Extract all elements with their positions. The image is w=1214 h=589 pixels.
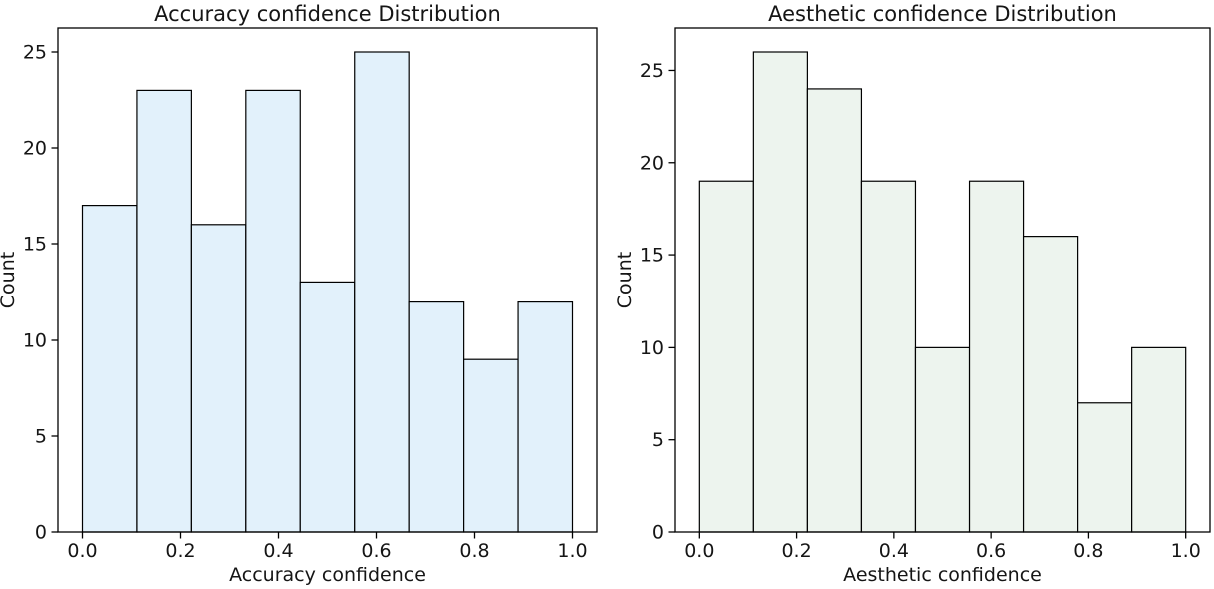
aesthetic-histogram-plot: 0.0 0.2 0.4 0.6 0.8 1.0 0 5 10 15 20 25 Aesthetic co… xyxy=(614,2,1211,586)
histogram-bar xyxy=(1077,402,1133,533)
histogram-bar xyxy=(968,180,1025,533)
axes-spines xyxy=(57,27,598,533)
x-tick-label: 0.2 xyxy=(165,540,195,562)
x-tick-label: 0.8 xyxy=(459,540,489,562)
accuracy-histogram-plot: 0.0 0.2 0.4 0.6 0.8 1.0 0 5 10 15 20 25 Accuracy con… xyxy=(0,2,598,586)
y-axis-label: Count xyxy=(614,252,636,308)
y-tick-label: 20 xyxy=(23,138,47,160)
axes-spines xyxy=(674,27,1211,533)
x-tick-label: 1.0 xyxy=(1171,540,1201,562)
x-tick-label: 0.6 xyxy=(976,540,1006,562)
histogram-bar xyxy=(245,89,301,533)
y-tick-label: 15 xyxy=(23,234,47,256)
histogram-bar xyxy=(517,301,574,533)
y-tick-label: 25 xyxy=(640,60,664,82)
histogram-bar xyxy=(408,301,465,533)
histogram-bar xyxy=(806,88,863,533)
x-tick-label: 0.6 xyxy=(361,540,391,562)
x-tick-label: 0.4 xyxy=(263,540,293,562)
histogram-bar xyxy=(81,205,138,533)
histogram-bar xyxy=(752,51,808,533)
histogram-bar xyxy=(299,281,356,533)
histogram-bar xyxy=(1022,236,1079,533)
y-tick-label: 10 xyxy=(23,330,47,352)
y-tick-label: 0 xyxy=(652,522,664,544)
x-tick-label: 0.4 xyxy=(879,540,909,562)
x-tick-label: 0.0 xyxy=(67,540,97,562)
x-tick-label: 0.0 xyxy=(684,540,714,562)
histogram-bar xyxy=(1131,346,1187,533)
y-tick-label: 5 xyxy=(652,429,664,451)
x-tick-label: 0.8 xyxy=(1073,540,1103,562)
y-tick-label: 25 xyxy=(23,42,47,64)
y-tick-label: 10 xyxy=(640,337,664,359)
y-axis-label: Count xyxy=(0,252,19,308)
y-tick-label: 0 xyxy=(35,522,47,544)
histogram-bar xyxy=(190,224,247,533)
x-tick-label: 0.2 xyxy=(781,540,811,562)
histogram-bar xyxy=(860,180,917,533)
histogram-bar xyxy=(354,51,410,533)
x-axis-label: Aesthetic confidence xyxy=(843,564,1042,586)
histogram-bar xyxy=(914,346,971,533)
x-tick-label: 1.0 xyxy=(557,540,587,562)
y-tick-label: 20 xyxy=(640,152,664,174)
chart-title: Aesthetic confidence Distribution xyxy=(768,2,1117,26)
histogram-bar xyxy=(698,180,754,533)
histogram-bar xyxy=(463,358,519,533)
y-tick-label: 5 xyxy=(35,426,47,448)
chart-title: Accuracy confidence Distribution xyxy=(154,2,501,26)
x-axis-label: Accuracy confidence xyxy=(229,564,426,586)
histogram-bar xyxy=(136,89,192,533)
y-tick-label: 15 xyxy=(640,245,664,267)
